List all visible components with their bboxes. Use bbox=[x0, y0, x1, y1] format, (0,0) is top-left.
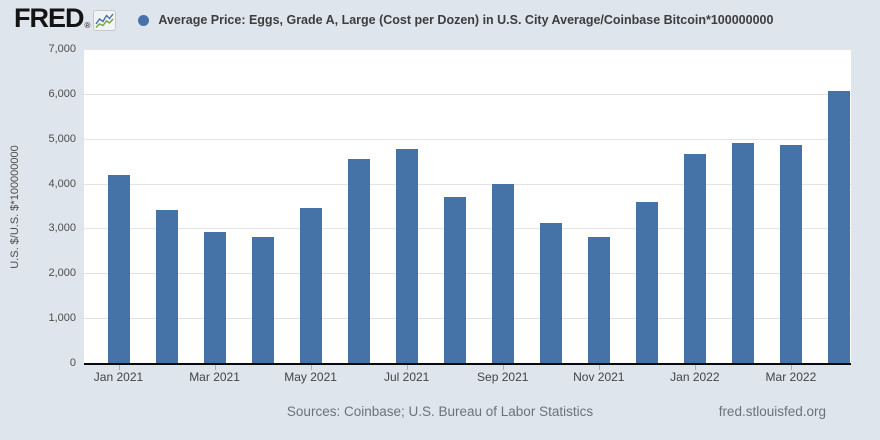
x-tick-label: Sep 2021 bbox=[477, 370, 529, 384]
x-tick bbox=[310, 365, 312, 370]
legend-marker-icon bbox=[138, 14, 150, 26]
bar-aug-2021[interactable] bbox=[443, 197, 466, 363]
bar-dec-2021[interactable] bbox=[635, 202, 658, 363]
bar-jun-2021[interactable] bbox=[347, 158, 370, 363]
y-tick-label: 2,000 bbox=[48, 267, 76, 280]
bar-sep-2021[interactable] bbox=[491, 184, 514, 363]
grid-line bbox=[84, 183, 851, 185]
x-tick-label: Jan 2022 bbox=[670, 370, 720, 384]
bar-apr-2022[interactable] bbox=[827, 91, 850, 363]
x-tick bbox=[118, 365, 120, 370]
bar-apr-2021[interactable] bbox=[251, 236, 274, 363]
fred-chart-icon bbox=[93, 9, 117, 36]
x-tick bbox=[694, 365, 696, 370]
y-tick-label: 6,000 bbox=[48, 87, 76, 100]
x-tick bbox=[790, 365, 792, 370]
bar-mar-2021[interactable] bbox=[203, 232, 226, 363]
series-title: Average Price: Eggs, Grade A, Large (Cos… bbox=[158, 13, 774, 27]
x-tick-label: May 2021 bbox=[284, 370, 337, 384]
y-tick-label: 1,000 bbox=[48, 312, 76, 325]
grid-line bbox=[84, 228, 851, 230]
bar-feb-2021[interactable] bbox=[155, 209, 178, 363]
x-tick-label: Mar 2021 bbox=[189, 370, 240, 384]
bar-mar-2022[interactable] bbox=[779, 144, 802, 363]
bar-jan-2022[interactable] bbox=[683, 153, 706, 363]
y-tick-label: 4,000 bbox=[48, 177, 76, 190]
fred-logo-text: FRED bbox=[14, 2, 84, 33]
x-tick-label: Jan 2021 bbox=[93, 370, 144, 384]
plot-area bbox=[84, 49, 851, 365]
grid-line bbox=[84, 49, 851, 50]
grid-line bbox=[84, 93, 851, 95]
x-tick bbox=[502, 365, 504, 370]
fred-logo[interactable]: FRED ® bbox=[14, 2, 117, 36]
bar-oct-2021[interactable] bbox=[539, 222, 562, 363]
bar-jan-2021[interactable] bbox=[107, 174, 130, 363]
x-tick bbox=[214, 365, 216, 370]
bar-feb-2022[interactable] bbox=[731, 142, 754, 363]
x-tick-label: Jul 2021 bbox=[383, 370, 430, 384]
registered-mark: ® bbox=[84, 20, 91, 30]
x-tick bbox=[406, 365, 408, 370]
y-tick-label: 0 bbox=[69, 357, 76, 369]
legend-item[interactable]: Average Price: Eggs, Grade A, Large (Cos… bbox=[138, 13, 773, 27]
y-tick-label: 3,000 bbox=[48, 222, 76, 235]
footer-site-link[interactable]: fred.stlouisfed.org bbox=[718, 404, 826, 419]
bar-nov-2021[interactable] bbox=[587, 237, 610, 363]
grid-line bbox=[84, 318, 851, 320]
y-tick-label: 5,000 bbox=[48, 132, 76, 145]
grid-line bbox=[84, 138, 851, 140]
x-tick-label: Nov 2021 bbox=[573, 370, 625, 384]
chart-header: FRED ® Average Price: Eggs, Grade A, Larg… bbox=[0, 0, 880, 40]
bar-may-2021[interactable] bbox=[299, 207, 322, 363]
bar-jul-2021[interactable] bbox=[395, 149, 418, 363]
y-axis-title: U.S. $/U.S. $*100000000 bbox=[9, 145, 21, 269]
x-tick bbox=[598, 365, 600, 370]
x-tick-label: Mar 2022 bbox=[765, 370, 817, 384]
grid-line bbox=[84, 273, 851, 275]
y-tick-label: 7,000 bbox=[48, 43, 76, 55]
footer-sources: Sources: Coinbase; U.S. Bureau of Labor … bbox=[286, 404, 594, 419]
